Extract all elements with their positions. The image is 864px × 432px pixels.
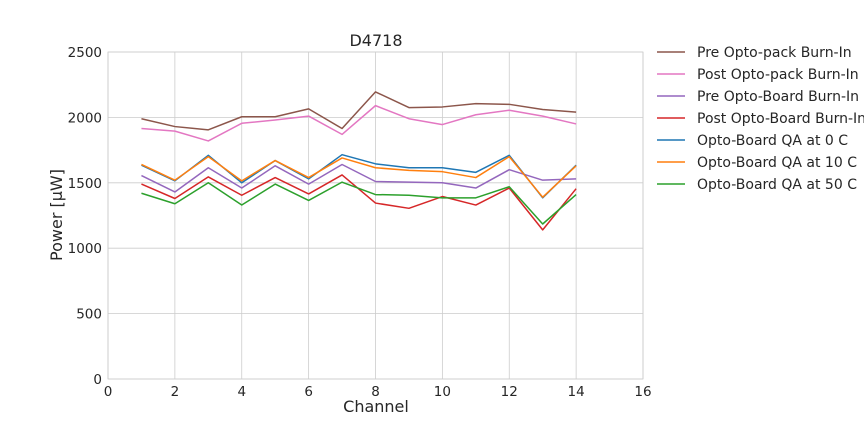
x-tick-label: 10 bbox=[434, 384, 451, 400]
tick-labels: 0 2 4 6 8 10 12 14 16 0 500 1000 1500 2000 2500 bbox=[68, 45, 652, 400]
x-tick-label: 4 bbox=[237, 384, 246, 400]
series-line-6 bbox=[141, 155, 577, 198]
y-tick-label: 1000 bbox=[68, 241, 102, 257]
y-tick-label: 2500 bbox=[68, 45, 102, 61]
legend-label: Pre Opto-Board Burn-In bbox=[697, 89, 859, 105]
x-tick-label: 12 bbox=[501, 384, 518, 400]
x-tick-label: 6 bbox=[304, 384, 313, 400]
x-tick-label: 2 bbox=[171, 384, 180, 400]
series-line-1 bbox=[141, 91, 577, 131]
series-lines bbox=[141, 91, 577, 231]
y-tick-label: 0 bbox=[93, 372, 102, 388]
legend: Pre Opto-pack Burn-In Post Opto-pack Burn… bbox=[657, 45, 864, 193]
y-tick-label: 500 bbox=[76, 307, 102, 323]
series-line-3 bbox=[141, 163, 577, 193]
legend-label: Opto-Board QA at 50 C bbox=[697, 177, 857, 193]
chart-title: D4718 bbox=[349, 31, 402, 50]
legend-label: Post Opto-pack Burn-In bbox=[697, 67, 859, 83]
series-line-2 bbox=[141, 104, 577, 142]
series-line-7 bbox=[141, 181, 577, 225]
x-tick-label: 16 bbox=[634, 384, 651, 400]
legend-label: Opto-Board QA at 10 C bbox=[697, 155, 857, 171]
x-tick-label: 14 bbox=[568, 384, 585, 400]
legend-label: Post Opto-Board Burn-In bbox=[697, 111, 864, 127]
x-tick-label: 8 bbox=[371, 384, 380, 400]
y-axis-label: Power [μW] bbox=[47, 169, 66, 261]
y-tick-label: 1500 bbox=[68, 176, 102, 192]
x-axis-label: Channel bbox=[343, 397, 409, 416]
legend-label: Pre Opto-pack Burn-In bbox=[697, 45, 852, 61]
x-tick-label: 0 bbox=[104, 384, 113, 400]
legend-label: Opto-Board QA at 0 C bbox=[697, 133, 848, 149]
y-tick-label: 2000 bbox=[68, 110, 102, 126]
